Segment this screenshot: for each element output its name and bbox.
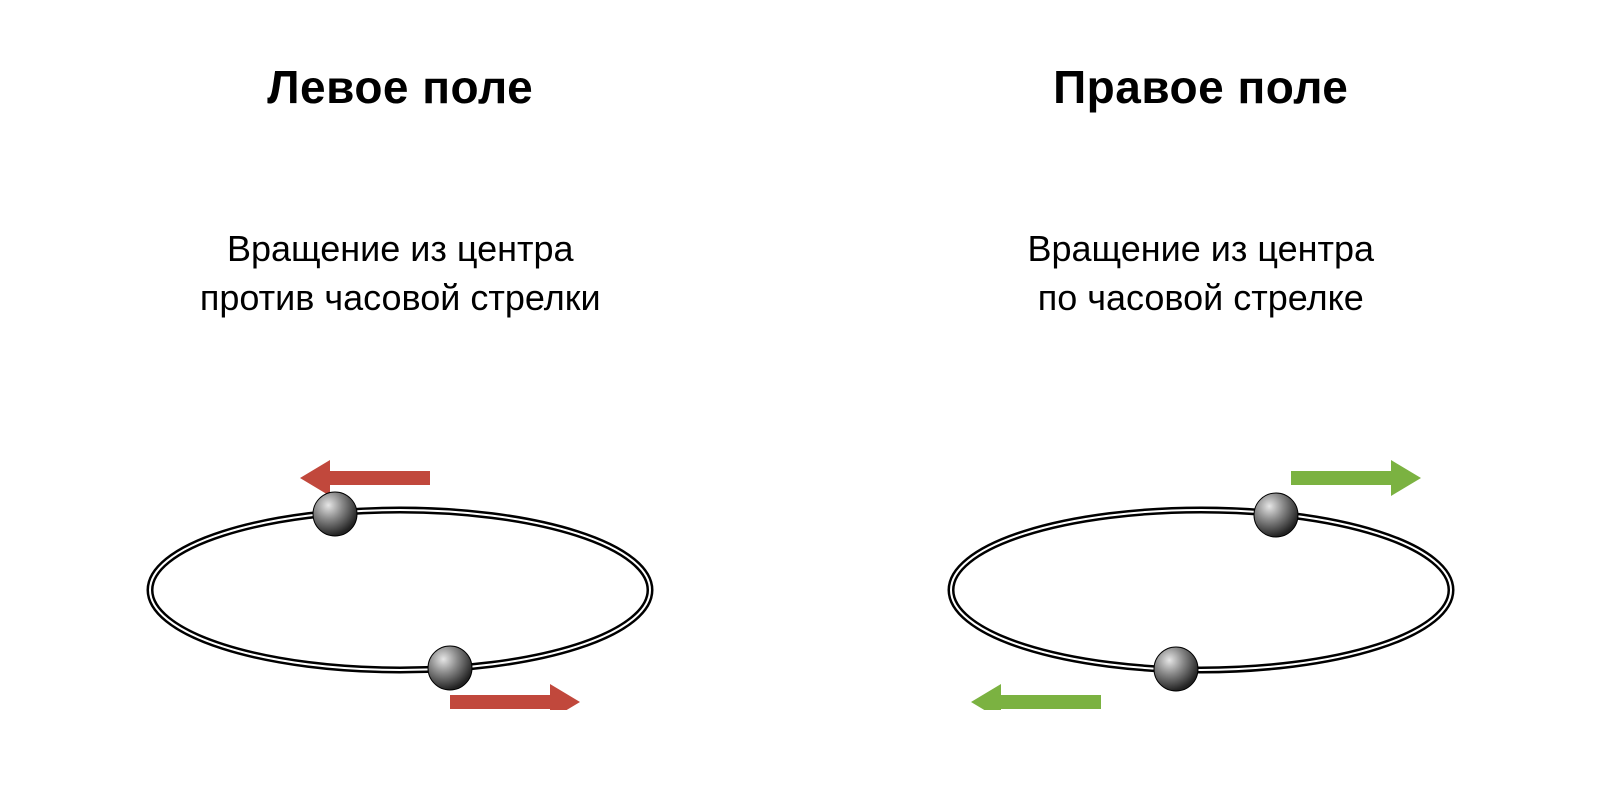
left-subtitle-line1: Вращение из центра — [227, 228, 574, 269]
left-top-sphere-icon — [313, 492, 357, 536]
left-diagram — [120, 430, 680, 710]
stage: Левое поле Вращение из центра против час… — [0, 0, 1601, 796]
right-top-sphere-icon — [1254, 493, 1298, 537]
left-panel: Левое поле Вращение из центра против час… — [0, 0, 801, 796]
left-bottom-arrow-icon — [450, 684, 580, 710]
right-diagram — [921, 430, 1481, 710]
right-bottom-arrow-icon — [971, 684, 1101, 710]
left-title: Левое поле — [0, 60, 801, 114]
left-subtitle: Вращение из центра против часовой стрелк… — [0, 225, 801, 322]
left-top-arrow-icon — [300, 460, 430, 496]
right-bottom-sphere-icon — [1154, 647, 1198, 691]
right-subtitle-line1: Вращение из центра — [1027, 228, 1374, 269]
left-bottom-sphere-icon — [428, 646, 472, 690]
right-top-arrow-icon — [1291, 460, 1421, 496]
right-subtitle-line2: по часовой стрелке — [1038, 277, 1364, 318]
right-subtitle: Вращение из центра по часовой стрелке — [801, 225, 1601, 322]
right-title: Правое поле — [801, 60, 1601, 114]
right-panel: Правое поле Вращение из центра по часово… — [801, 0, 1601, 796]
left-subtitle-line2: против часовой стрелки — [200, 277, 601, 318]
